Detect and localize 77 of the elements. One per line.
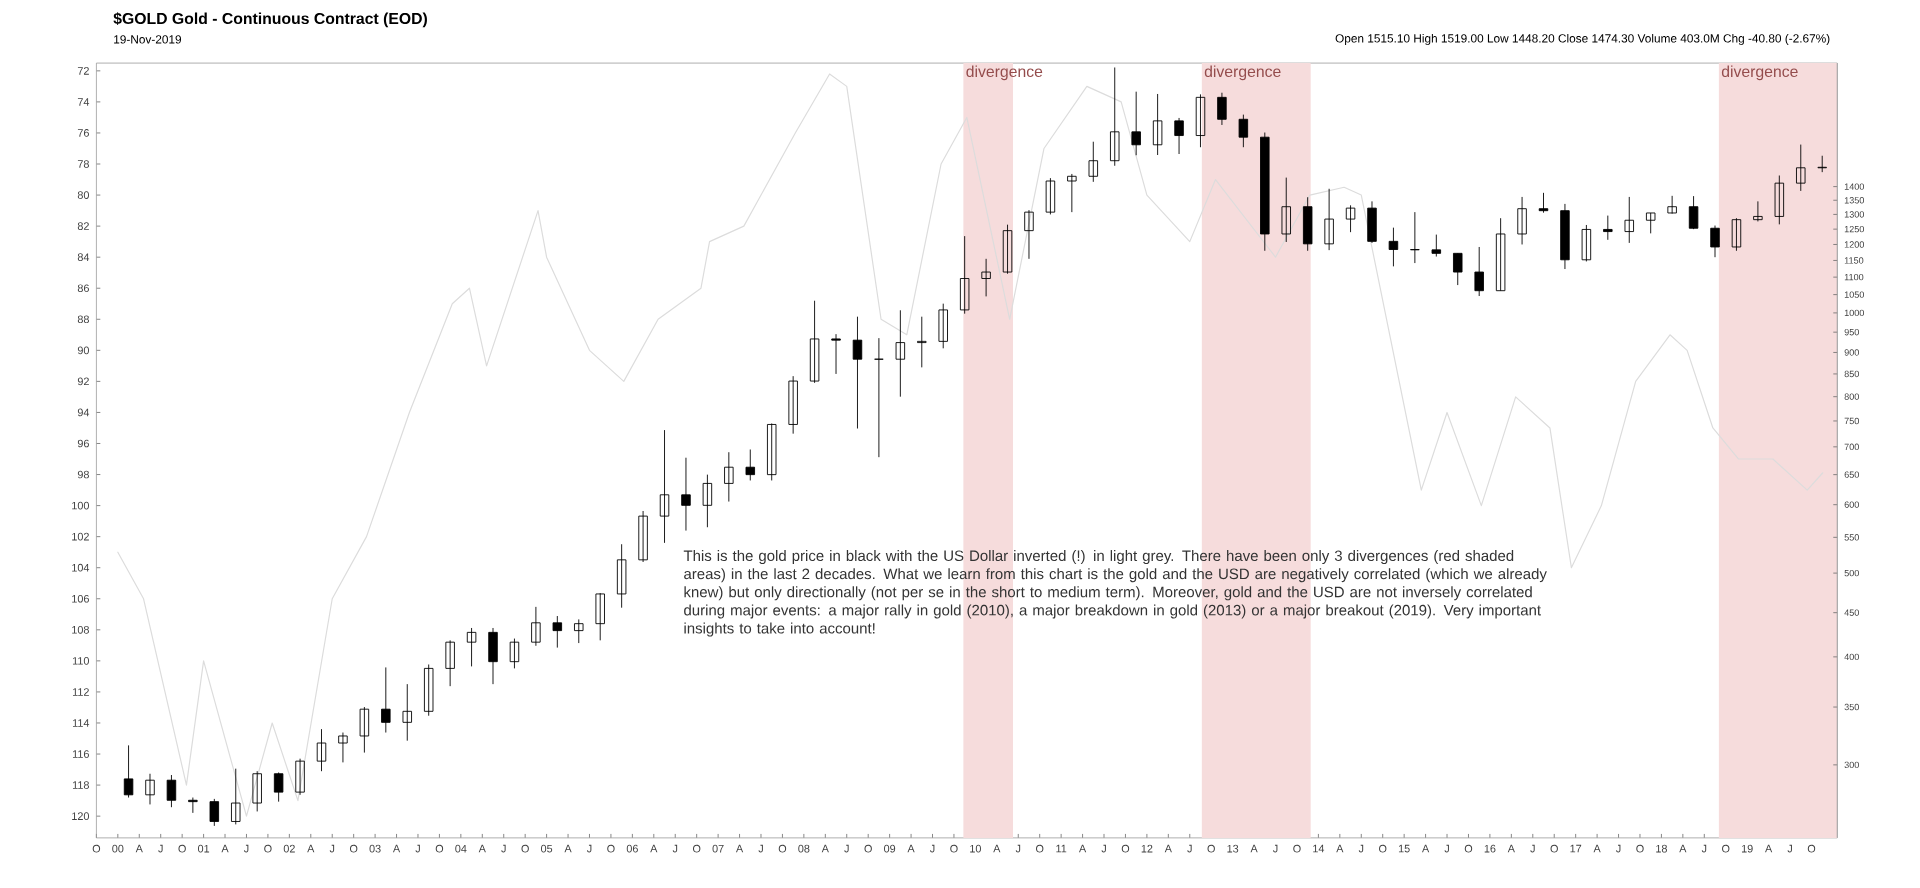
candlestick	[145, 773, 155, 806]
candlestick	[917, 316, 927, 369]
candlestick	[959, 236, 970, 315]
candlestick	[1002, 224, 1013, 275]
candlestick	[1152, 93, 1163, 156]
candlestick	[1088, 141, 1099, 183]
candlestick	[316, 729, 327, 773]
candlestick	[1817, 155, 1827, 173]
candlestick	[1045, 178, 1056, 216]
candlestick	[1195, 94, 1206, 149]
candlestick	[1731, 218, 1742, 252]
candlestick	[1067, 173, 1077, 213]
candlestick	[402, 684, 412, 742]
candlestick	[1645, 212, 1656, 235]
candlestick	[766, 423, 777, 482]
candlestick	[466, 627, 477, 668]
candlestick	[1324, 188, 1334, 251]
candlestick	[659, 430, 670, 544]
candlestick	[1131, 91, 1141, 157]
candlestick	[809, 300, 820, 384]
candlestick	[1388, 227, 1399, 268]
candlestick	[1624, 196, 1634, 244]
candlestick	[574, 619, 584, 644]
candlestick	[252, 771, 262, 813]
candlestick	[1688, 196, 1699, 230]
candlestick	[1474, 246, 1484, 297]
candlestick	[231, 768, 241, 826]
candlestick	[1217, 92, 1227, 126]
candlestick	[895, 310, 906, 398]
candlestick	[1345, 205, 1356, 234]
candlestick	[745, 449, 756, 482]
candlestick	[981, 258, 991, 298]
candlestick	[338, 732, 348, 764]
candlestick	[1753, 201, 1763, 223]
candlestick	[445, 640, 455, 688]
candlestick	[1581, 224, 1592, 263]
candlestick	[831, 334, 841, 375]
candlestick	[1538, 192, 1549, 214]
candlestick	[1774, 175, 1785, 226]
candlestick	[166, 774, 177, 809]
candlestick	[1238, 114, 1249, 149]
candlestick	[938, 303, 948, 350]
candlestick	[1495, 218, 1506, 292]
candlestick	[509, 638, 520, 670]
candlestick	[552, 615, 563, 649]
candlestick	[1302, 197, 1313, 252]
candlestick	[724, 452, 734, 503]
candlestick	[381, 667, 391, 734]
candlestick	[1110, 67, 1120, 167]
candlestick	[1667, 195, 1677, 215]
candlestick	[616, 544, 627, 609]
candlestick	[295, 758, 305, 796]
candlestick	[273, 772, 284, 803]
candlestick	[359, 706, 370, 754]
candlestick	[1710, 225, 1720, 259]
candlestick	[188, 797, 198, 814]
candlestick	[123, 745, 134, 799]
candlestick	[1410, 212, 1420, 264]
candlestick	[1796, 144, 1806, 192]
candlestick	[531, 606, 541, 647]
candlestick	[488, 627, 498, 686]
candlestick	[638, 510, 648, 563]
candlestick	[1517, 196, 1527, 246]
candlestick	[1453, 253, 1463, 286]
candlestick	[1367, 201, 1377, 244]
candlestick	[1431, 234, 1442, 258]
candlestick	[423, 664, 434, 717]
candlestick	[681, 457, 691, 532]
candlestick	[1024, 210, 1034, 260]
candlestick	[1174, 117, 1184, 155]
candlestick	[1281, 177, 1291, 243]
candlestick	[1603, 215, 1613, 241]
candlestick	[788, 376, 798, 435]
candlestick	[595, 593, 605, 642]
candlestick	[702, 474, 713, 529]
candlestick	[852, 316, 863, 430]
candlestick	[209, 798, 220, 827]
